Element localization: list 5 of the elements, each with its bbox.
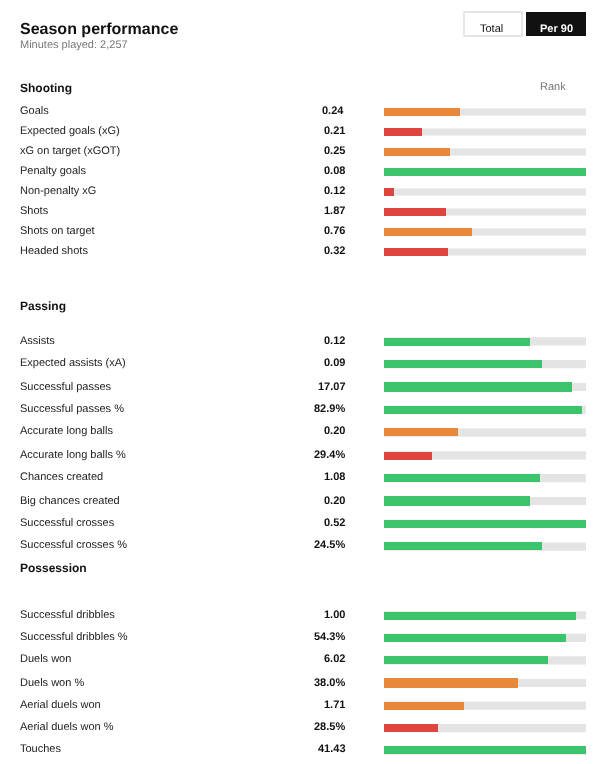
bar <box>384 452 432 460</box>
text: Season performance <box>20 20 180 38</box>
bar <box>384 724 438 732</box>
bar <box>384 128 422 136</box>
bar <box>384 188 394 196</box>
